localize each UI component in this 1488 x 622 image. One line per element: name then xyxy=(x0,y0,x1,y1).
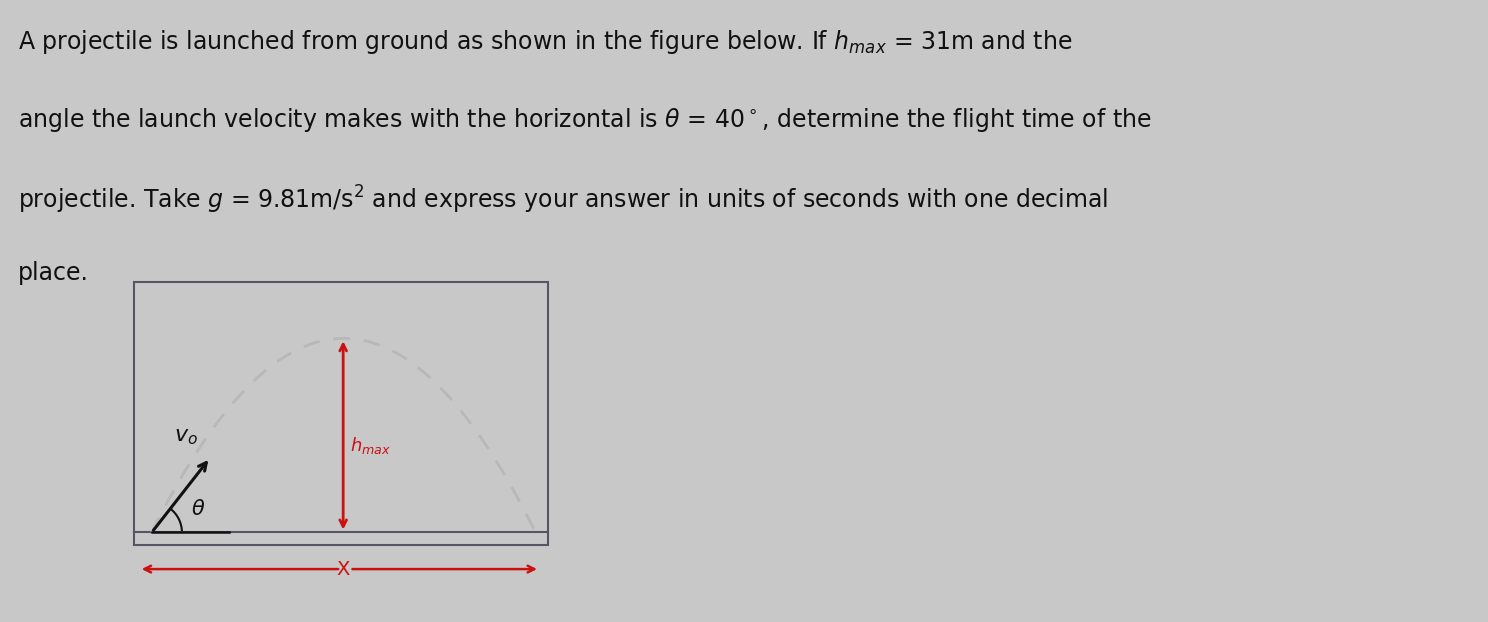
Text: $\theta$: $\theta$ xyxy=(190,499,205,519)
Text: angle the launch velocity makes with the horizontal is $\theta$ = 40$^\circ$, de: angle the launch velocity makes with the… xyxy=(18,106,1152,134)
Text: A projectile is launched from ground as shown in the figure below. If $h_{max}$ : A projectile is launched from ground as … xyxy=(18,28,1073,56)
Text: X: X xyxy=(336,560,350,578)
Text: projectile. Take $g$ = 9.81m/s$^2$ and express your answer in units of seconds w: projectile. Take $g$ = 9.81m/s$^2$ and e… xyxy=(18,183,1109,216)
Text: $h_{max}$: $h_{max}$ xyxy=(350,435,391,455)
Text: $v_o$: $v_o$ xyxy=(174,427,198,447)
Text: place.: place. xyxy=(18,261,89,285)
